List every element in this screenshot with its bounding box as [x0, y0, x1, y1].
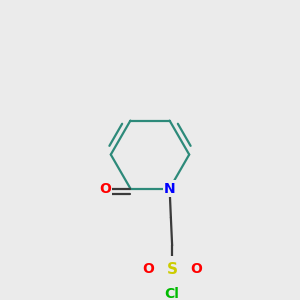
Text: O: O — [99, 182, 111, 196]
Text: N: N — [164, 182, 176, 196]
Text: O: O — [142, 262, 154, 277]
Text: O: O — [190, 262, 202, 277]
Text: S: S — [167, 262, 178, 277]
Text: Cl: Cl — [165, 286, 180, 300]
